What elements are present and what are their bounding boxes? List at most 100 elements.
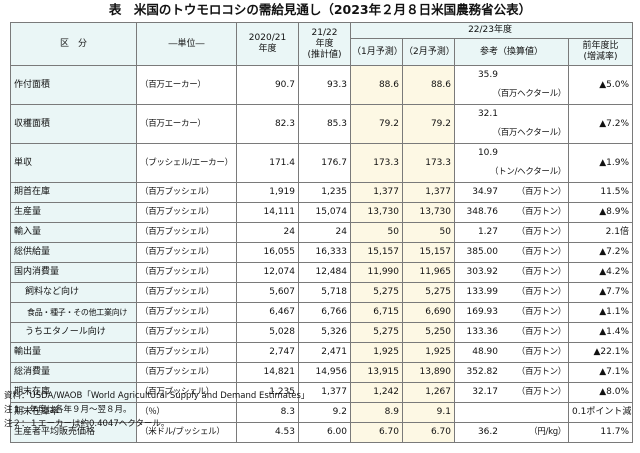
yoy-change-value: ▲8.9% bbox=[568, 202, 633, 223]
yoy-change-value: ▲5.0% bbox=[568, 65, 633, 105]
yoy-change-value: ▲22.1% bbox=[568, 342, 633, 363]
value-2021: 6,766 bbox=[298, 302, 351, 323]
notes: 資料：USDA/WAOB「World Agricultural Supply a… bbox=[4, 389, 309, 431]
reference-unit: （百万トン） bbox=[516, 367, 567, 377]
reference-value: 34.97 bbox=[472, 187, 498, 197]
yoy-change-value: ▲7.2% bbox=[568, 104, 633, 144]
value-feb-forecast: 11,965 bbox=[402, 262, 455, 283]
row-label: 期首在庫 bbox=[10, 182, 137, 203]
reference-unit: （百万トン） bbox=[516, 207, 567, 217]
value-feb-forecast: 15,157 bbox=[402, 242, 455, 263]
reference-cell: 133.99 （百万トン） bbox=[454, 282, 569, 303]
table-row: 輸出量 （百万ブッシェル） 2,747 2,471 1,925 1,925 48.90 （百万… bbox=[10, 342, 633, 363]
yoy-change-value: 0.1ポイント減 bbox=[568, 402, 633, 423]
table-row: 期首在庫 （百万ブッシェル） 1,919 1,235 1,377 1,377 34.97 （百… bbox=[10, 182, 633, 203]
value-feb-forecast: 88.6 bbox=[402, 65, 455, 105]
reference-cell: 385.00 （百万トン） bbox=[454, 242, 569, 263]
reference-value: 10.9 bbox=[477, 148, 498, 158]
value-2020: 12,074 bbox=[236, 262, 299, 283]
yoy-change-value: ▲7.2% bbox=[568, 242, 633, 263]
value-2020: 14,111 bbox=[236, 202, 299, 223]
value-2020: 14,821 bbox=[236, 362, 299, 383]
reference-cell: 10.9 （トン/ヘクタール） bbox=[454, 143, 569, 183]
value-2020: 171.4 bbox=[236, 143, 299, 183]
value-feb-forecast: 50 bbox=[402, 222, 455, 243]
yoy-change-value: ▲1.4% bbox=[568, 322, 633, 343]
reference-cell: 169.93 （百万トン） bbox=[454, 302, 569, 323]
reference-unit: （百万トン） bbox=[516, 267, 567, 277]
reference-cell: 1.27 （百万トン） bbox=[454, 222, 569, 243]
reference-cell: 303.92 （百万トン） bbox=[454, 262, 569, 283]
yoy-change-value: 11.5% bbox=[568, 182, 633, 203]
reference-cell: 352.82 （百万トン） bbox=[454, 362, 569, 383]
reference-cell: 48.90 （百万トン） bbox=[454, 342, 569, 363]
table-row: 生産者平均販売価格 （米ドル/ブッシェル） 4.53 6.00 6.70 6.70 36.2… bbox=[10, 422, 633, 443]
reference-value: 303.92 bbox=[466, 267, 499, 277]
header-year-2021: 21/22 年度 (推計値) bbox=[298, 22, 351, 66]
value-2021: 176.7 bbox=[298, 143, 351, 183]
yoy-change-value: ▲1.9% bbox=[568, 143, 633, 183]
value-jan-forecast: 50 bbox=[350, 222, 403, 243]
header-category: 区 分 bbox=[10, 22, 137, 66]
value-feb-forecast: 5,275 bbox=[402, 282, 455, 303]
reference-unit: （百万ヘクタール） bbox=[492, 128, 567, 138]
supply-demand-table: 区 分 ―単位― 2020/21 年度 21/22 年度 (推計値) 22/23… bbox=[10, 22, 633, 443]
row-label: 食品・種子・その他工業向け bbox=[10, 302, 137, 323]
reference-value: 352.82 bbox=[466, 367, 499, 377]
value-2020: 90.7 bbox=[236, 65, 299, 105]
value-jan-forecast: 173.3 bbox=[350, 143, 403, 183]
header-feb-forecast: （2月予測） bbox=[402, 38, 455, 66]
value-2020: 1,919 bbox=[236, 182, 299, 203]
value-jan-forecast: 5,275 bbox=[350, 282, 403, 303]
value-feb-forecast: 173.3 bbox=[402, 143, 455, 183]
value-2020: 16,055 bbox=[236, 242, 299, 263]
value-jan-forecast: 15,157 bbox=[350, 242, 403, 263]
row-unit: （百万ブッシェル） bbox=[136, 202, 237, 223]
value-feb-forecast: 1,925 bbox=[402, 342, 455, 363]
value-jan-forecast: 11,990 bbox=[350, 262, 403, 283]
row-unit: （百万ブッシェル） bbox=[136, 322, 237, 343]
table-row: 食品・種子・その他工業向け （百万ブッシェル） 6,467 6,766 6,715 6,6… bbox=[10, 302, 633, 323]
reference-unit: （百万トン） bbox=[516, 327, 567, 337]
value-2020: 5,028 bbox=[236, 322, 299, 343]
value-jan-forecast: 88.6 bbox=[350, 65, 403, 105]
value-2021: 5,718 bbox=[298, 282, 351, 303]
reference-value: 36.2 bbox=[477, 427, 498, 437]
table-row: 生産量 （百万ブッシェル） 14,111 15,074 13,730 13,730 348.… bbox=[10, 202, 633, 223]
reference-cell: 34.97 （百万トン） bbox=[454, 182, 569, 203]
reference-value: 133.36 bbox=[466, 327, 499, 337]
value-jan-forecast: 79.2 bbox=[350, 104, 403, 144]
table-row: 作付面積 （百万エーカー） 90.7 93.3 88.6 88.6 35.9 （百万ヘクタール… bbox=[10, 65, 633, 105]
value-2021: 85.3 bbox=[298, 104, 351, 144]
yoy-change-value: ▲4.2% bbox=[568, 262, 633, 283]
row-unit: （百万エーカー） bbox=[136, 104, 237, 144]
row-unit: （百万ブッシェル） bbox=[136, 302, 237, 323]
reference-value: 48.90 bbox=[472, 347, 498, 357]
row-label: 国内消費量 bbox=[10, 262, 137, 283]
value-feb-forecast: 13,730 bbox=[402, 202, 455, 223]
value-2020: 5,607 bbox=[236, 282, 299, 303]
note-2: 注２：１エーカーは約0.4047ヘクタール。 bbox=[4, 419, 170, 429]
value-2021: 14,956 bbox=[298, 362, 351, 383]
row-label: 収穫面積 bbox=[10, 104, 137, 144]
reference-value: 169.93 bbox=[466, 307, 499, 317]
table-row: 総供給量 （百万ブッシェル） 16,055 16,333 15,157 15,157 385… bbox=[10, 242, 633, 263]
value-jan-forecast: 13,915 bbox=[350, 362, 403, 383]
yoy-change-value: ▲8.0% bbox=[568, 382, 633, 403]
reference-value: 35.9 bbox=[477, 70, 498, 80]
page-title: 表 米国のトウモロコシの需給見通し（2023年２月８日米国農務省公表） bbox=[108, 2, 532, 17]
value-jan-forecast: 1,377 bbox=[350, 182, 403, 203]
reference-cell: 35.9 （百万ヘクタール） bbox=[454, 65, 569, 105]
value-feb-forecast: 79.2 bbox=[402, 104, 455, 144]
yoy-change-value: 2.1倍 bbox=[568, 222, 633, 243]
value-feb-forecast: 6,690 bbox=[402, 302, 455, 323]
value-feb-forecast: 1,377 bbox=[402, 182, 455, 203]
value-2020: 82.3 bbox=[236, 104, 299, 144]
value-feb-forecast: 6.70 bbox=[402, 422, 455, 443]
row-unit: （ブッシェル/エーカー） bbox=[136, 143, 237, 183]
reference-unit: （トン/ヘクタール） bbox=[489, 167, 566, 177]
row-unit: （百万ブッシェル） bbox=[136, 282, 237, 303]
reference-unit: （百万トン） bbox=[516, 387, 567, 397]
reference-cell: 32.17 （百万トン） bbox=[454, 382, 569, 403]
reference-unit: （百万ヘクタール） bbox=[492, 89, 567, 99]
